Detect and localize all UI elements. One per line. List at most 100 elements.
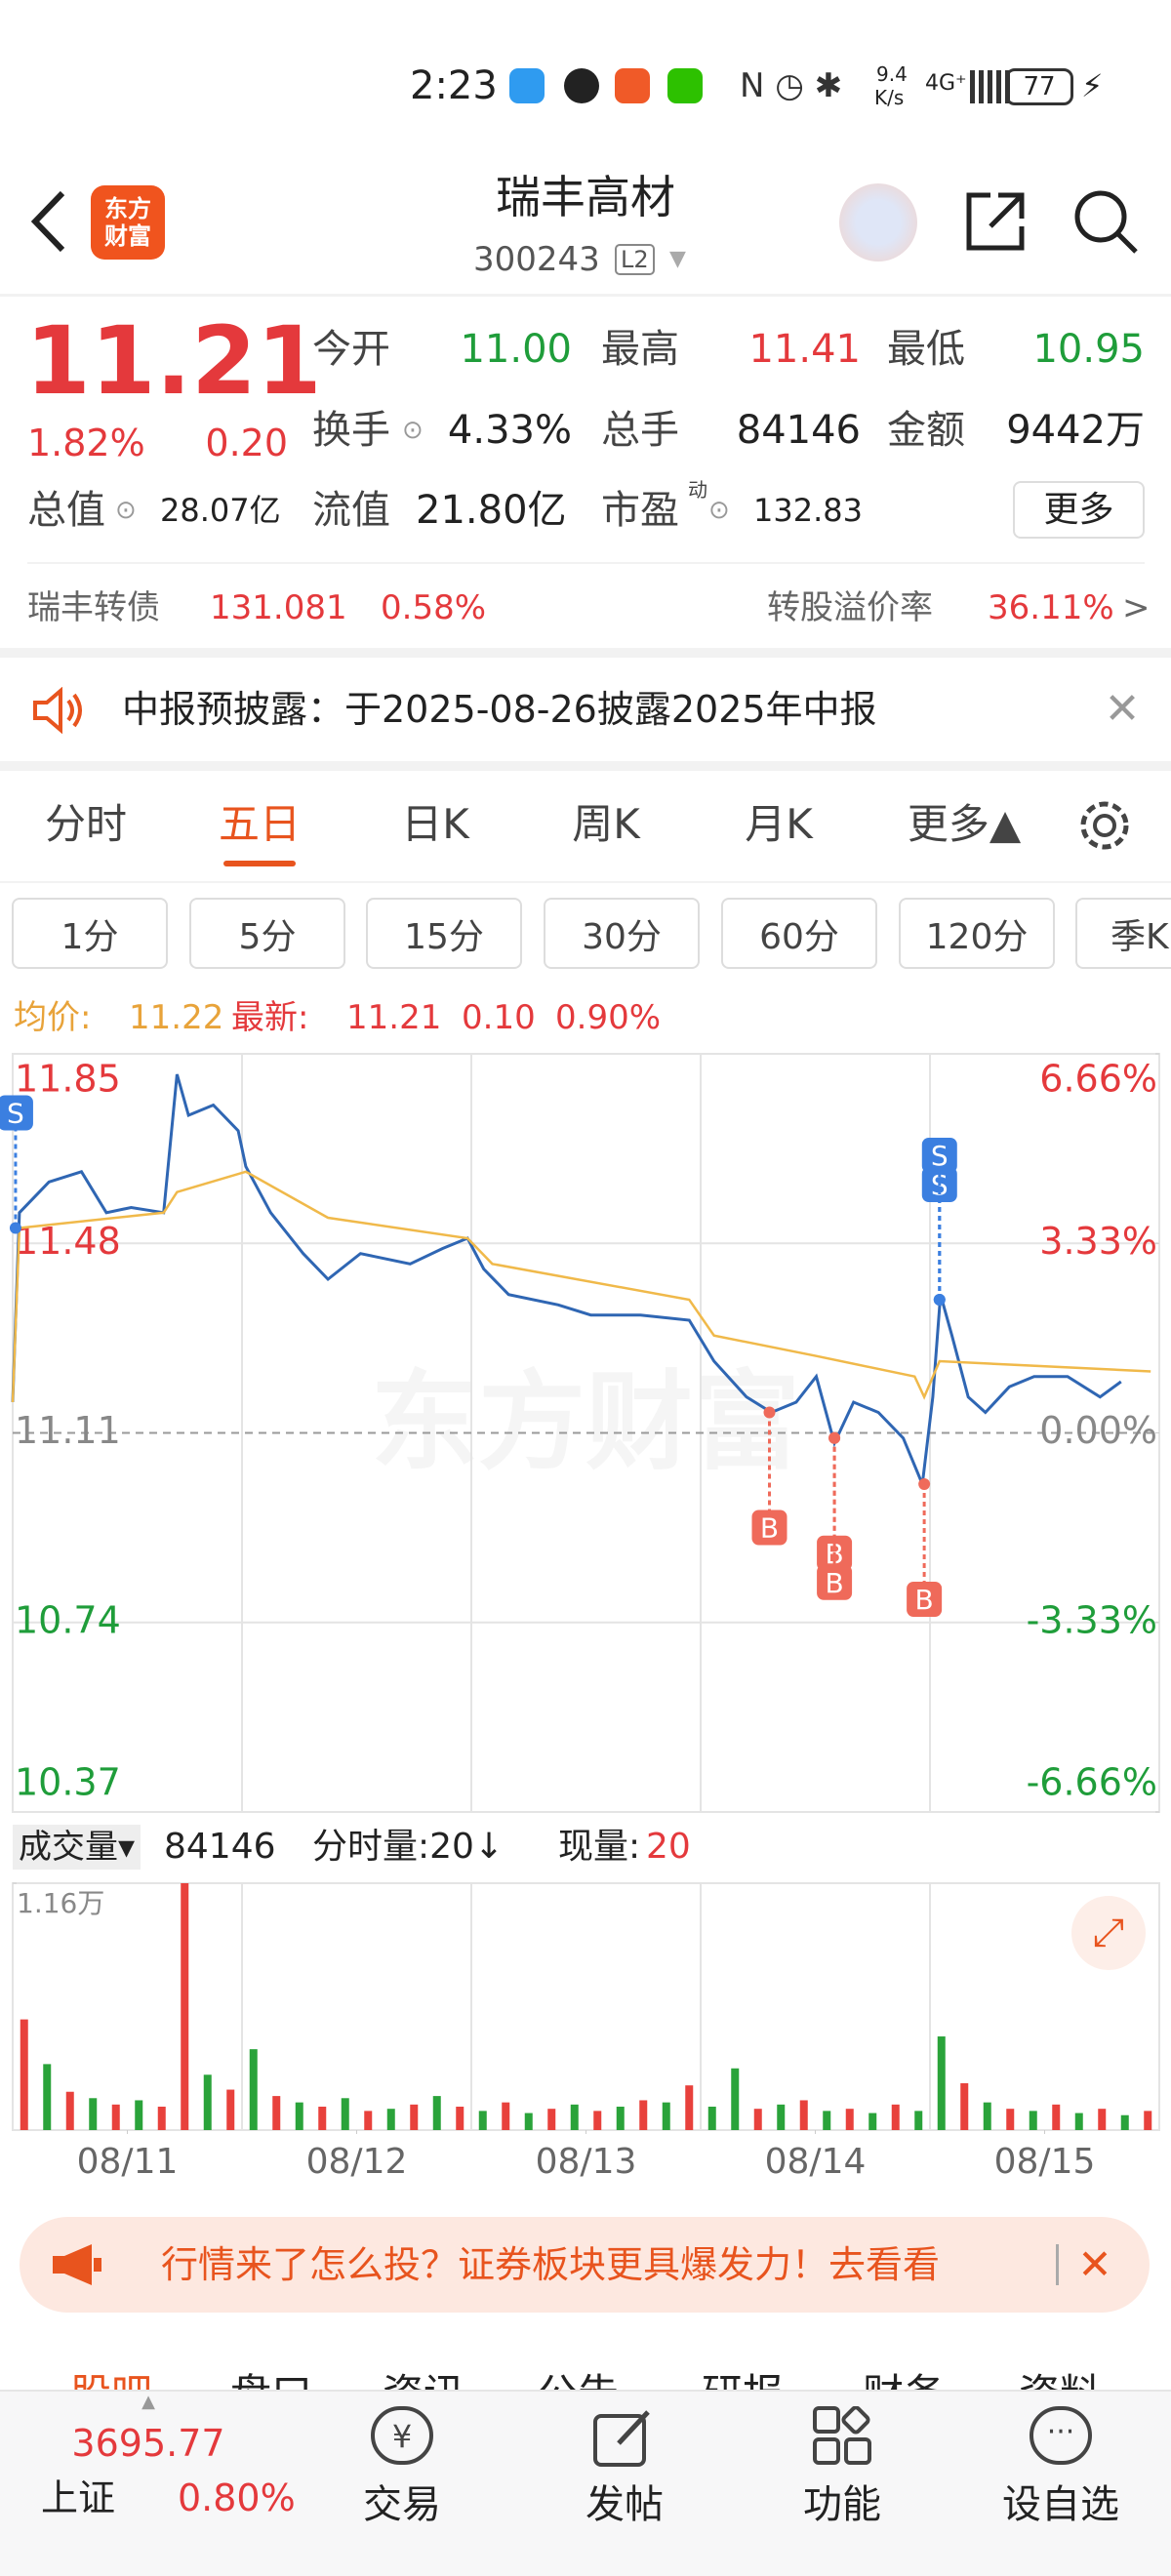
info-icon[interactable]: ⊙ <box>708 496 730 525</box>
back-button[interactable] <box>23 187 72 256</box>
x-tick-label: 08/12 <box>306 2142 408 2182</box>
latest-value: 11.21 <box>346 998 442 1037</box>
ad-close[interactable]: ✕ <box>1077 2240 1112 2288</box>
notice-text[interactable]: 中报预披露：于2025-08-26披露2025年中报 <box>122 688 877 731</box>
volume-bar <box>1052 2104 1061 2130</box>
nav-item[interactable]: 发帖 <box>586 2482 664 2527</box>
close-button[interactable]: ✕ <box>1104 684 1141 734</box>
logo-text: 财富 <box>104 222 151 250</box>
marker-badge <box>0 1095 33 1131</box>
field-label: 总手 <box>601 408 679 453</box>
divider <box>27 562 1145 564</box>
tab[interactable]: 周K <box>572 800 640 848</box>
tab-indicator <box>223 861 296 866</box>
section-tab[interactable]: 财务 <box>863 2374 945 2391</box>
volume-bar <box>823 2111 831 2130</box>
period-button[interactable]: 15分 <box>366 898 522 969</box>
ad-banner[interactable] <box>20 2217 1150 2313</box>
nav-caret: ▲ <box>141 2392 155 2412</box>
index-change[interactable]: 0.80% <box>178 2476 296 2519</box>
marker-label: S <box>931 1140 949 1172</box>
index-name[interactable]: 上证 <box>41 2476 116 2519</box>
share-button[interactable] <box>961 187 1030 256</box>
search-button[interactable] <box>1071 187 1140 256</box>
app-icon <box>564 68 599 103</box>
nav-item[interactable]: 功能 <box>803 2482 881 2527</box>
period-button[interactable]: 1分 <box>12 898 168 969</box>
volume-bar <box>685 2085 694 2130</box>
speaker-icon <box>33 687 82 734</box>
y2-tick-label: -6.66% <box>1027 1761 1157 1804</box>
volume-total: 84146 <box>164 1827 276 1867</box>
volume-bar <box>181 1883 189 2130</box>
marker-badge <box>907 1582 943 1617</box>
network-type: 4G⁺ <box>925 71 967 96</box>
section-tab[interactable]: 盘口 <box>230 2374 312 2391</box>
expand-button[interactable]: ⤢ <box>1071 1896 1146 1970</box>
volume-bar <box>203 2074 212 2130</box>
field-label: 流值 <box>312 488 390 533</box>
section-tab[interactable]: 资讯 <box>383 2374 464 2391</box>
tab[interactable]: 月K <box>745 800 813 848</box>
info-icon[interactable]: ⊙ <box>402 416 424 445</box>
period-button[interactable]: 30分 <box>544 898 700 969</box>
volume-bar <box>1120 2114 1129 2130</box>
ad-text[interactable]: 行情来了怎么投？证券板块更具爆发力！去看看 <box>161 2243 941 2286</box>
volume-bar <box>111 2104 120 2130</box>
marker-badge <box>921 1138 957 1173</box>
section-tab[interactable]: 公告 <box>537 2374 619 2391</box>
field-label: 今开 <box>312 327 390 372</box>
field-label: 总值 <box>27 488 105 533</box>
tab-active[interactable]: 五日 <box>218 800 302 848</box>
current-volume: 20 <box>646 1827 691 1867</box>
volume-bar <box>753 2109 762 2130</box>
y-tick-label: 10.74 <box>15 1598 121 1641</box>
status-icons: N ◷ ✱ <box>740 66 843 105</box>
volume-bar <box>937 2036 946 2130</box>
tab[interactable]: 分时 <box>44 800 128 848</box>
field-label: 金额 <box>887 408 965 453</box>
volume-bar <box>341 2098 349 2130</box>
y-tick-label: 11.11 <box>15 1409 121 1452</box>
period-button[interactable]: 60分 <box>721 898 877 969</box>
tab[interactable]: 更多▲ <box>907 800 1022 848</box>
tab[interactable]: 日K <box>401 800 469 848</box>
volume-bar <box>157 2107 166 2130</box>
index-value[interactable]: 3695.77 <box>71 2422 225 2465</box>
volume-bar <box>502 2102 510 2130</box>
x-tick-label: 08/13 <box>536 2142 637 2182</box>
volume-bar <box>318 2107 327 2130</box>
more-button[interactable]: 更多 <box>1013 481 1145 539</box>
app-icon <box>509 68 545 103</box>
volume-bar <box>478 2111 487 2130</box>
volume-bar <box>1074 2113 1083 2130</box>
post-icon <box>593 2410 650 2467</box>
section-tab[interactable]: 研报 <box>702 2374 784 2391</box>
volume-bar <box>662 2102 670 2130</box>
settings-button[interactable] <box>1075 796 1134 855</box>
bond-arrow[interactable]: > <box>1122 588 1151 627</box>
volume-bar <box>295 2102 303 2130</box>
section-tab[interactable]: 股吧 <box>70 2374 152 2391</box>
period-button[interactable]: 5分 <box>189 898 345 969</box>
period-button[interactable]: 120分 <box>899 898 1055 969</box>
ad-text-clip: 行情来了怎么投？证券板块更具爆发力！去看看 <box>161 2240 1049 2289</box>
nav-item[interactable]: 交易 <box>363 2482 441 2527</box>
volume-bar <box>524 2113 533 2130</box>
field-value: 9442万 <box>1006 408 1145 453</box>
avg-label: 均价: <box>14 998 92 1037</box>
dropdown-icon[interactable]: ▼ <box>669 247 686 271</box>
trade-point <box>828 1431 841 1444</box>
x-tick-label: 08/11 <box>77 2142 179 2182</box>
period-button[interactable]: 季K <box>1075 898 1171 969</box>
nav-item[interactable]: 设自选 <box>1002 2482 1119 2527</box>
volume-selector[interactable]: 成交量▾ <box>13 1825 141 1870</box>
info-icon[interactable]: ⊙ <box>115 496 137 525</box>
volume-bar <box>891 2104 900 2130</box>
price-line <box>11 1073 1122 1490</box>
volume-bar <box>1144 2111 1152 2130</box>
assistant-avatar[interactable] <box>839 183 917 262</box>
network-speed-unit: K/s <box>874 86 905 109</box>
section-tab[interactable]: 资料 <box>1019 2374 1101 2391</box>
